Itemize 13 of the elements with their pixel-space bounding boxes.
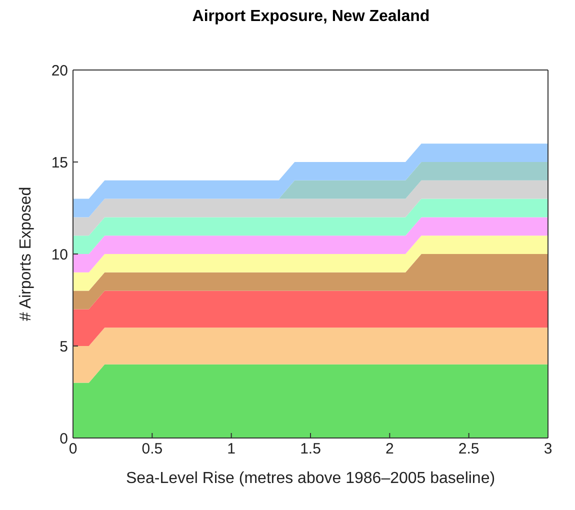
y-tick-label: 10 xyxy=(51,246,68,264)
x-tick-label: 3 xyxy=(544,440,552,458)
x-tick-label: 1.5 xyxy=(300,440,321,458)
y-axis-title: # Airports Exposed xyxy=(18,186,35,322)
y-tick-label: 20 xyxy=(51,62,68,80)
x-tick-label: 1 xyxy=(227,440,236,458)
chart-title: Airport Exposure, New Zealand xyxy=(191,8,431,26)
x-tick-label: 0.5 xyxy=(142,440,163,458)
y-tick-label: 15 xyxy=(51,154,68,172)
x-axis-title: Sea-Level Rise (metres above 1986–2005 baseline) xyxy=(126,470,496,487)
x-tick-label: 2 xyxy=(385,440,394,458)
x-tick-label: 2.5 xyxy=(458,440,480,458)
y-tick-label: 5 xyxy=(60,338,68,356)
